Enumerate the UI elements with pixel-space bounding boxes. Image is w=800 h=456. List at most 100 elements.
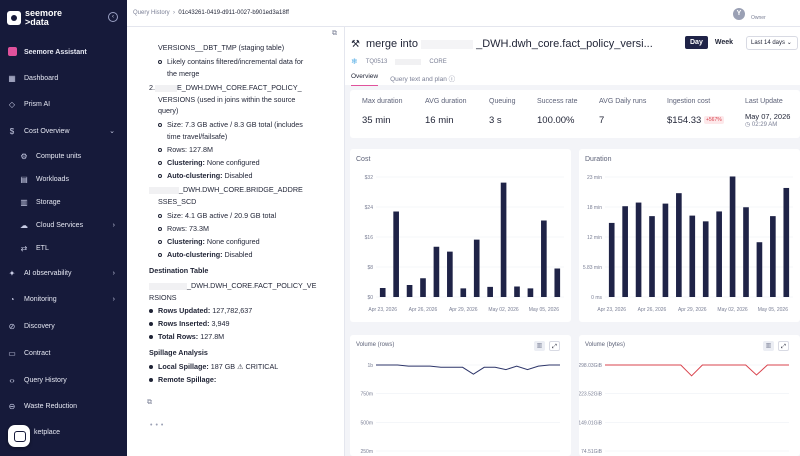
- bar: [676, 193, 682, 297]
- sidebar-item-discovery[interactable]: ⊘ Discovery: [0, 317, 127, 335]
- stats-card: Max duration 35 min AVG duration 16 min Qu…: [350, 90, 800, 138]
- doc-line: Clustering: None configured: [158, 158, 260, 167]
- sidebar-item-contract[interactable]: ▭ Contract: [0, 344, 127, 362]
- sidebar: seemore >data ‹ Seemore Assistant ▦ Dash…: [0, 0, 127, 456]
- x-tick-label: Apr 26, 2026: [638, 307, 667, 313]
- stat-queuing: Queuing 3 s: [489, 98, 516, 126]
- duration-chart: 0 ms 5.83 min 12 min 18 min 23 min Apr 23, 20…: [583, 175, 793, 313]
- duration-chart-card: Duration 0 ms 5.83 min 12 min 18 min 23 min A…: [579, 149, 800, 322]
- doc-line: Local Spillage: 187 GB ⚠ CRITICAL: [149, 362, 278, 371]
- top-bar: Query History › 01c43261-0419-d911-0027-…: [127, 0, 800, 27]
- y-tick-label: $24: [365, 205, 374, 211]
- y-tick-label: 23 min: [587, 175, 602, 181]
- query-title: merge into _DWH.dwh_core.fact_policy_ver…: [365, 38, 653, 50]
- tab-overview[interactable]: Overview: [351, 73, 379, 86]
- x-tick-label: May 02, 2026: [488, 307, 519, 313]
- avatar[interactable]: Y: [733, 8, 745, 20]
- bar: [420, 278, 426, 297]
- doc-line: Auto-clustering: Disabled: [158, 171, 252, 180]
- doc-line: _DWH.DWH_CORE.BRIDGE_ADDRE: [149, 185, 303, 194]
- bar-view-button[interactable]: ▥: [534, 341, 545, 351]
- collapse-sidebar-button[interactable]: ‹: [108, 12, 118, 22]
- tab-query-text-and-plan[interactable]: Query text and plan ⓘ: [390, 76, 456, 83]
- bar: [716, 211, 722, 297]
- y-tick-label: 250m: [360, 449, 373, 455]
- sidebar-item-label: Compute units: [36, 152, 82, 160]
- sidebar-item-query-history[interactable]: ‹› Query History: [0, 371, 127, 389]
- bar: [460, 288, 467, 297]
- x-tick-label: May 05, 2026: [529, 307, 560, 313]
- bar: [447, 251, 453, 297]
- chart-title: Duration: [585, 156, 612, 163]
- schema-name: CORE: [429, 58, 447, 65]
- line-view-button[interactable]: ⤢: [549, 341, 560, 351]
- bar-view-button[interactable]: ▥: [763, 341, 774, 351]
- stat-ingestion-cost: Ingestion cost $154.33 +567%: [667, 98, 724, 126]
- breadcrumb-root[interactable]: Query History: [133, 10, 170, 16]
- stat-last-update: Last Update May 07, 2026 ◷ 02:29 AM: [745, 98, 791, 128]
- hammer-icon: ⚒: [351, 38, 360, 50]
- date-range-select[interactable]: Last 14 days ⌄: [746, 36, 798, 50]
- day-toggle-button[interactable]: Day: [685, 36, 708, 49]
- bar: [743, 207, 749, 297]
- logo[interactable]: seemore >data: [7, 9, 62, 27]
- sidebar-item-prism-ai[interactable]: ◇ Prism AI: [0, 95, 127, 113]
- sidebar-item-cost-overview[interactable]: $ Cost Overview ⌄: [0, 122, 127, 140]
- sidebar-item-waste-reduction[interactable]: ⊖ Waste Reduction: [0, 397, 127, 415]
- copy-icon[interactable]: ⧉: [147, 399, 152, 406]
- granularity-toggle: Day Week: [685, 36, 739, 49]
- y-tick-label: $32: [365, 175, 374, 181]
- volume-bytes-card: Volume (bytes) ▥ ⤢ 298.03GiB 223.52GiB 149…: [578, 335, 800, 456]
- discovery-icon: ⊘: [8, 321, 16, 331]
- y-tick-label: 298.03GiB: [579, 363, 603, 369]
- sidebar-item-ai-observability[interactable]: ✦ AI observability ›: [0, 264, 127, 282]
- chart-title: Volume (rows): [356, 342, 395, 348]
- bar: [608, 222, 615, 297]
- sidebar-item-seemore-assistant[interactable]: Seemore Assistant: [0, 43, 127, 61]
- snowflake-icon: ❄: [351, 57, 358, 66]
- expand-icon[interactable]: ⧉: [332, 30, 337, 37]
- sidebar-item-etl[interactable]: ⇄ ETL: [0, 239, 127, 257]
- cost-change-badge: +567%: [703, 116, 724, 125]
- line-view-button[interactable]: ⤢: [778, 341, 789, 351]
- bar: [514, 286, 520, 297]
- sidebar-item-marketplace[interactable]: ketplace: [0, 423, 127, 441]
- y-tick-label: 0 ms: [591, 295, 602, 301]
- waste-icon: ⊖: [8, 401, 16, 411]
- bar: [379, 288, 386, 297]
- doc-line: Size: 4.1 GB active / 20.9 GB total: [158, 211, 276, 220]
- doc-heading: Spillage Analysis: [149, 348, 208, 357]
- ai-icon: ✦: [8, 268, 16, 278]
- sidebar-item-label: Workloads: [36, 175, 69, 183]
- doc-line: RSIONS: [149, 293, 177, 302]
- sidebar-item-cloud-services[interactable]: ☁ Cloud Services ›: [0, 216, 127, 234]
- chat-bubble-button[interactable]: [8, 425, 30, 447]
- sidebar-item-label: Waste Reduction: [24, 402, 78, 410]
- x-tick-label: May 02, 2026: [717, 307, 748, 313]
- assistant-icon: [6, 46, 18, 58]
- sidebar-item-label: Query History: [24, 376, 67, 384]
- doc-line: Clustering: None configured: [158, 237, 260, 246]
- volume-rows-chart: 1b 750m 500m 250m: [360, 363, 560, 455]
- bar: [393, 211, 399, 297]
- week-toggle-button[interactable]: Week: [709, 36, 739, 49]
- sidebar-item-compute-units[interactable]: ⚙ Compute units: [0, 147, 127, 165]
- chevron-right-icon: ›: [112, 269, 115, 277]
- logo-text: seemore >data: [25, 8, 63, 27]
- sidebar-item-workloads[interactable]: ▤ Workloads: [0, 170, 127, 188]
- sidebar-item-dashboard[interactable]: ▦ Dashboard: [0, 69, 127, 87]
- bar: [662, 203, 669, 297]
- dashboard-icon: ▦: [8, 73, 16, 83]
- sidebar-item-label: Monitoring: [24, 295, 57, 303]
- doc-line: Size: 7.3 GB active / 8.3 GB total (incl…: [158, 120, 303, 129]
- chart-view-toggle: ▥ ⤢: [534, 341, 560, 351]
- doc-line: Rows: 73.3M: [158, 224, 209, 233]
- stat-avg-duration: AVG duration 16 min: [425, 98, 467, 126]
- sidebar-item-monitoring[interactable]: ◔ Monitoring ›: [0, 290, 127, 308]
- sidebar-item-label: Prism AI: [24, 100, 51, 108]
- doc-line: Auto-clustering: Disabled: [158, 250, 252, 259]
- doc-line: query): [158, 106, 179, 115]
- doc-line: the merge: [167, 69, 200, 78]
- x-tick-label: Apr 23, 2026: [368, 307, 397, 313]
- sidebar-item-storage[interactable]: ▥ Storage: [0, 193, 127, 211]
